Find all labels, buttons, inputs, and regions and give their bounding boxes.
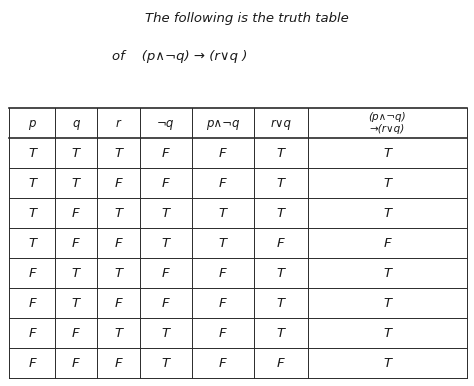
Text: T: T	[219, 237, 227, 250]
Text: T: T	[383, 327, 392, 340]
Text: T: T	[277, 327, 285, 340]
Text: F: F	[219, 357, 227, 370]
Text: T: T	[162, 207, 170, 220]
Text: F: F	[219, 177, 227, 190]
Text: F: F	[162, 267, 170, 280]
Text: T: T	[28, 147, 36, 160]
Text: F: F	[162, 147, 170, 160]
Text: F: F	[277, 237, 285, 250]
Text: p∧¬q: p∧¬q	[206, 117, 239, 130]
Text: T: T	[72, 267, 80, 280]
Text: The following is the truth table: The following is the truth table	[145, 12, 348, 25]
Text: F: F	[28, 327, 36, 340]
Text: F: F	[115, 177, 122, 190]
Text: T: T	[28, 207, 36, 220]
Text: p: p	[28, 117, 36, 130]
Text: T: T	[383, 357, 392, 370]
Text: T: T	[277, 177, 285, 190]
Text: of    (p∧¬q) → (r∨q ): of (p∧¬q) → (r∨q )	[112, 50, 248, 63]
Text: T: T	[72, 147, 80, 160]
Text: T: T	[114, 327, 123, 340]
Text: F: F	[115, 357, 122, 370]
Text: F: F	[162, 177, 170, 190]
Text: T: T	[219, 207, 227, 220]
Text: F: F	[219, 297, 227, 310]
Text: r∨q: r∨q	[270, 117, 292, 130]
Text: T: T	[28, 237, 36, 250]
Text: F: F	[115, 297, 122, 310]
Text: T: T	[72, 177, 80, 190]
Text: T: T	[162, 357, 170, 370]
Text: T: T	[277, 297, 285, 310]
Text: T: T	[383, 177, 392, 190]
Text: T: T	[277, 267, 285, 280]
Text: q: q	[72, 117, 80, 130]
Text: ¬q: ¬q	[157, 117, 174, 130]
Text: F: F	[28, 267, 36, 280]
Text: F: F	[28, 357, 36, 370]
Text: T: T	[383, 147, 392, 160]
Text: F: F	[219, 147, 227, 160]
Text: F: F	[115, 237, 122, 250]
Text: T: T	[162, 327, 170, 340]
Text: T: T	[114, 207, 123, 220]
Text: F: F	[277, 357, 285, 370]
Text: T: T	[277, 147, 285, 160]
Text: T: T	[383, 207, 392, 220]
Text: F: F	[28, 297, 36, 310]
Text: F: F	[383, 237, 392, 250]
Text: F: F	[162, 297, 170, 310]
Text: r: r	[116, 117, 121, 130]
Text: F: F	[219, 327, 227, 340]
Text: T: T	[277, 207, 285, 220]
Text: T: T	[162, 237, 170, 250]
Text: T: T	[114, 267, 123, 280]
Text: F: F	[72, 237, 80, 250]
Text: F: F	[72, 327, 80, 340]
Text: F: F	[72, 207, 80, 220]
Text: T: T	[383, 297, 392, 310]
Text: T: T	[383, 267, 392, 280]
Text: (p∧¬q)
→(r∨q): (p∧¬q) →(r∨q)	[369, 112, 406, 134]
Text: T: T	[28, 177, 36, 190]
Text: T: T	[72, 297, 80, 310]
Text: F: F	[219, 267, 227, 280]
Text: T: T	[114, 147, 123, 160]
Text: F: F	[72, 357, 80, 370]
